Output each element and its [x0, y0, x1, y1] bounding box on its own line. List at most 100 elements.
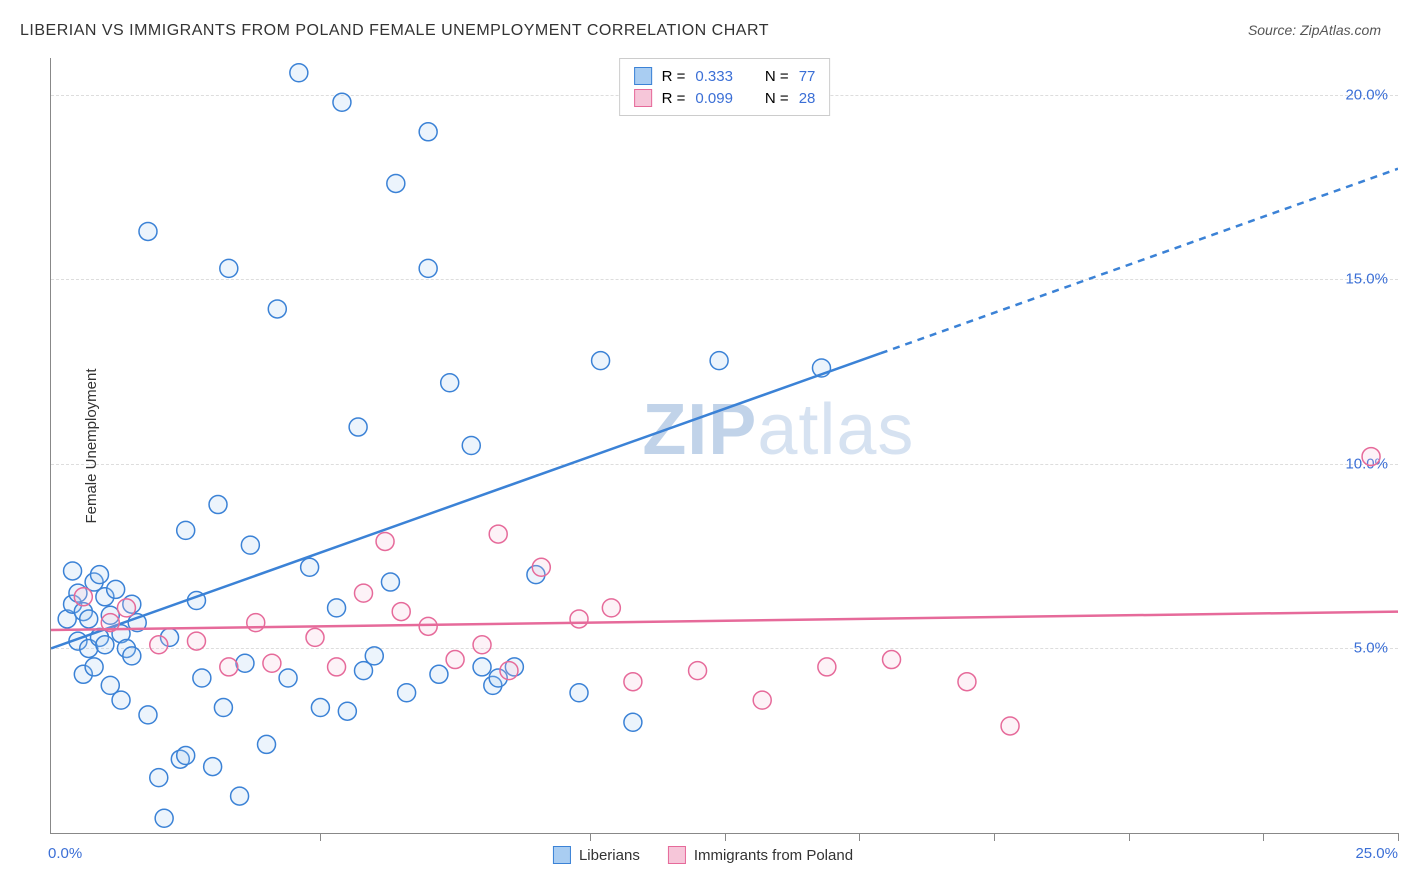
scatter-point	[392, 603, 410, 621]
scatter-point	[139, 222, 157, 240]
legend-n-value: 77	[799, 68, 816, 85]
x-tick	[994, 833, 995, 841]
scatter-point	[333, 93, 351, 111]
scatter-point	[301, 558, 319, 576]
scatter-point	[107, 580, 125, 598]
scatter-point	[446, 651, 464, 669]
x-tick	[1398, 833, 1399, 841]
scatter-point	[150, 769, 168, 787]
legend-correlation-row: R = 0.099 N = 28	[634, 87, 816, 109]
legend-series-item: Liberians	[553, 846, 640, 864]
legend-swatch	[668, 846, 686, 864]
trendline-solid	[51, 353, 881, 648]
source-attribution: Source: ZipAtlas.com	[1248, 22, 1381, 38]
scatter-point	[365, 647, 383, 665]
legend-series-item: Immigrants from Poland	[668, 846, 853, 864]
scatter-point	[139, 706, 157, 724]
scatter-point	[123, 647, 141, 665]
scatter-point	[473, 636, 491, 654]
legend-n-label: N =	[765, 90, 789, 107]
scatter-point	[187, 632, 205, 650]
legend-n-value: 28	[799, 90, 816, 107]
chart-title: LIBERIAN VS IMMIGRANTS FROM POLAND FEMAL…	[20, 22, 769, 40]
scatter-point	[1001, 717, 1019, 735]
x-tick	[1129, 833, 1130, 841]
x-tick	[725, 833, 726, 841]
legend-series-label: Liberians	[579, 847, 640, 864]
legend-swatch	[634, 89, 652, 107]
scatter-point	[387, 174, 405, 192]
scatter-point	[689, 662, 707, 680]
scatter-point	[96, 636, 114, 654]
scatter-point	[236, 654, 254, 672]
legend-r-label: R =	[662, 90, 686, 107]
scatter-point	[220, 658, 238, 676]
scatter-point	[247, 614, 265, 632]
scatter-point	[209, 496, 227, 514]
scatter-point	[204, 758, 222, 776]
scatter-point	[473, 658, 491, 676]
scatter-point	[155, 809, 173, 827]
legend-correlation: R = 0.333 N = 77 R = 0.099 N = 28	[619, 58, 831, 116]
legend-correlation-row: R = 0.333 N = 77	[634, 65, 816, 87]
scatter-point	[349, 418, 367, 436]
scatter-point	[338, 702, 356, 720]
scatter-point	[290, 64, 308, 82]
chart-plot-area: ZIPatlas R =0.333N =77R =0.099N =28 5.0%…	[50, 58, 1398, 834]
scatter-point	[592, 352, 610, 370]
scatter-point	[220, 259, 238, 277]
legend-r-value: 0.099	[695, 90, 733, 107]
x-tick	[590, 833, 591, 841]
legend-r-value: 0.333	[695, 68, 733, 85]
scatter-point	[258, 735, 276, 753]
scatter-point	[462, 437, 480, 455]
scatter-point	[430, 665, 448, 683]
scatter-point	[279, 669, 297, 687]
scatter-point	[328, 599, 346, 617]
scatter-plot-svg	[51, 58, 1398, 833]
legend-r-label: R =	[662, 68, 686, 85]
x-axis-max-label: 25.0%	[1355, 845, 1398, 862]
scatter-point	[80, 610, 98, 628]
scatter-point	[570, 684, 588, 702]
scatter-point	[306, 628, 324, 646]
scatter-point	[500, 662, 518, 680]
scatter-point	[818, 658, 836, 676]
scatter-point	[150, 636, 168, 654]
scatter-point	[376, 532, 394, 550]
scatter-point	[355, 584, 373, 602]
scatter-point	[241, 536, 259, 554]
legend-swatch	[553, 846, 571, 864]
scatter-point	[90, 566, 108, 584]
legend-series: Liberians Immigrants from Poland	[553, 846, 853, 864]
legend-swatch	[634, 67, 652, 85]
scatter-point	[268, 300, 286, 318]
scatter-point	[624, 673, 642, 691]
scatter-point	[177, 747, 195, 765]
scatter-point	[419, 259, 437, 277]
legend-n-label: N =	[765, 68, 789, 85]
trendline-dashed	[881, 169, 1398, 354]
scatter-point	[74, 588, 92, 606]
scatter-point	[753, 691, 771, 709]
scatter-point	[398, 684, 416, 702]
scatter-point	[602, 599, 620, 617]
scatter-point	[624, 713, 642, 731]
scatter-point	[441, 374, 459, 392]
scatter-point	[311, 699, 329, 717]
x-tick	[320, 833, 321, 841]
scatter-point	[419, 123, 437, 141]
scatter-point	[381, 573, 399, 591]
scatter-point	[958, 673, 976, 691]
scatter-point	[419, 617, 437, 635]
scatter-point	[64, 562, 82, 580]
x-axis-origin-label: 0.0%	[48, 845, 82, 862]
scatter-point	[193, 669, 211, 687]
legend-series-label: Immigrants from Poland	[694, 847, 853, 864]
scatter-point	[489, 525, 507, 543]
scatter-point	[710, 352, 728, 370]
scatter-point	[117, 599, 135, 617]
scatter-point	[328, 658, 346, 676]
scatter-point	[231, 787, 249, 805]
scatter-point	[532, 558, 550, 576]
